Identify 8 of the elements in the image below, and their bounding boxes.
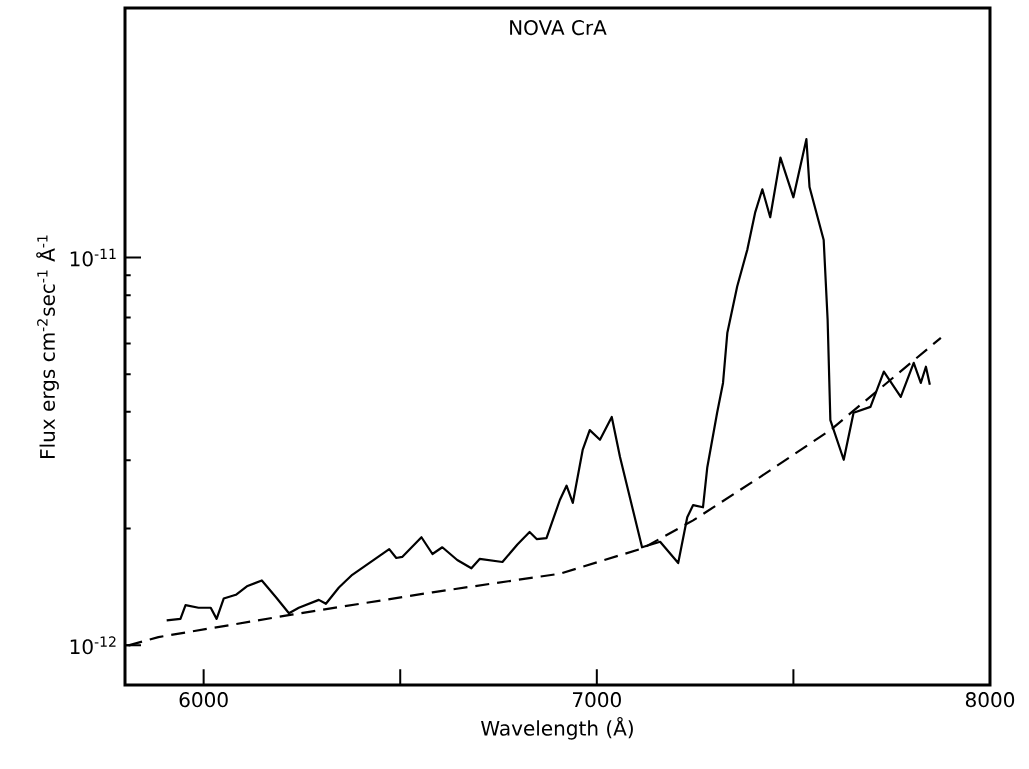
- y-tick-label: 10$^{-12}$: [70, 636, 116, 655]
- y-tick-label: 10$^{-11}$: [70, 248, 116, 267]
- y-axis-title: Flux ergs cm$^{-2}$sec$^{-1}$ Å$^{-1}$: [36, 235, 59, 458]
- x-tick-label: 6000: [179, 692, 228, 708]
- chart-title: NOVA CrA: [510, 20, 607, 36]
- x-tick-label: 8000: [965, 692, 1015, 708]
- x-tick-label: 7000: [573, 692, 621, 708]
- x-axis-title: Wavelength (Å): [481, 716, 633, 740]
